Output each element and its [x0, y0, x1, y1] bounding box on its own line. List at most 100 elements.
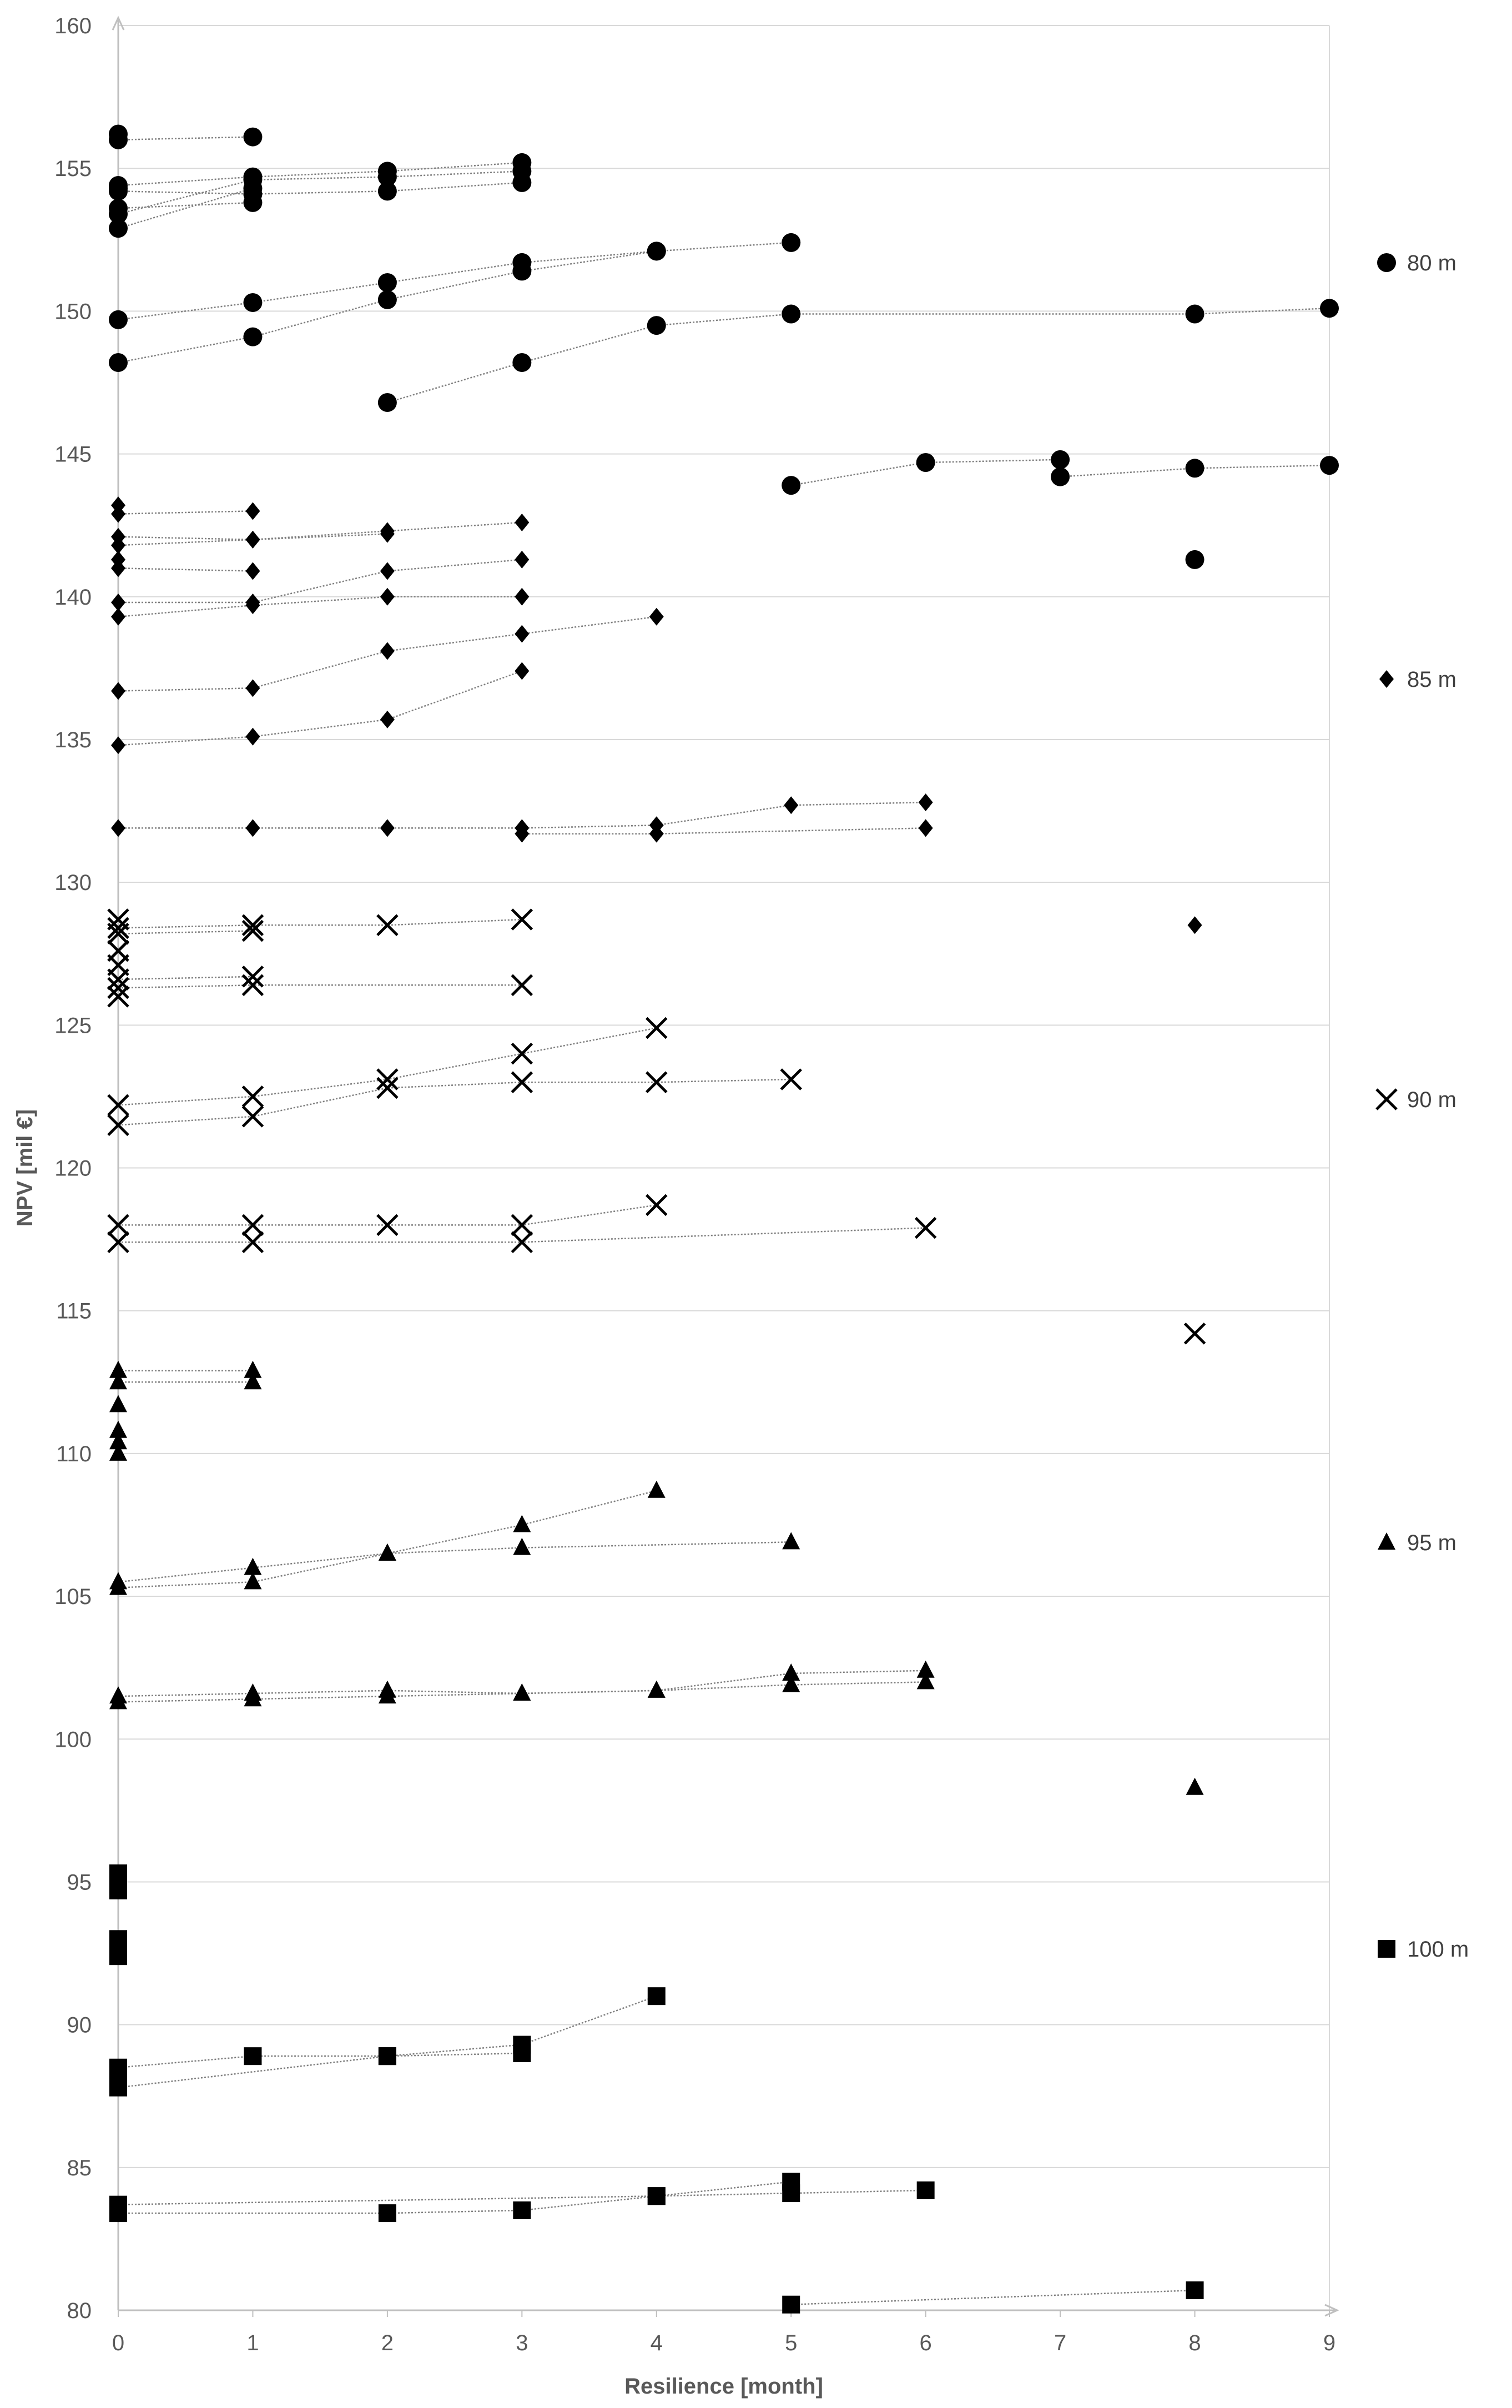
series-85m-single-point-0	[111, 496, 125, 515]
series-80m-point-5-0	[109, 199, 128, 218]
series-80m-point-7-0	[109, 353, 128, 372]
series-100m-point-3-4	[782, 2184, 800, 2203]
series-85m-point-7-1	[245, 727, 260, 746]
legend-label-100m: 100 m	[1407, 1937, 1469, 1962]
y-axis-title: NPV [mil €]	[13, 1109, 37, 1226]
x-tick-label-0: 0	[112, 2331, 124, 2355]
y-tick-label-150: 150	[54, 299, 92, 324]
legend: 80 m 85 m 90 m 95 m 100 m	[1375, 251, 1469, 1962]
series-85m-point-4-0	[111, 594, 125, 612]
series-80m-line-5	[118, 202, 253, 209]
series-80m-point-2-2	[377, 167, 397, 187]
series-85m-point-7-2	[380, 710, 395, 728]
y-tick-label-90: 90	[67, 2013, 92, 2038]
series-80m-point-5-1	[243, 193, 263, 212]
legend-label-80m: 80 m	[1407, 251, 1456, 275]
series-100m-line-4	[791, 2289, 1195, 2305]
series-90m-line-6	[118, 1204, 657, 1226]
series-95m-line-2	[118, 1490, 657, 1583]
series-85m-point-5-1	[245, 596, 260, 615]
series-90m-point-5-4	[646, 1071, 668, 1093]
series-90m-line-0	[118, 918, 522, 929]
x-axis-title: Resilience [month]	[624, 2374, 823, 2399]
series-95m-point-2-4	[647, 1480, 666, 1498]
x-tick-label-8: 8	[1188, 2331, 1201, 2355]
series-85m-point-2-2	[380, 522, 395, 540]
series-100m-line-3	[118, 2189, 926, 2214]
series-90m-line-2	[118, 976, 253, 981]
series-80m-point-8-1	[512, 353, 532, 372]
series-80m-point-3-0	[109, 219, 128, 238]
legend-marker-95m	[1378, 1532, 1395, 1550]
axes	[112, 16, 1339, 2317]
series-85m-point-8-2	[380, 819, 395, 837]
x-tick-label-1: 1	[246, 2331, 259, 2355]
legend-label-90m: 90 m	[1407, 1088, 1456, 1112]
series-100m-point-4-1	[1186, 2281, 1204, 2299]
series-80m-line-0	[118, 136, 253, 141]
series-95m-point-1-1	[244, 1372, 262, 1390]
y-tick-label-105: 105	[54, 1585, 92, 1609]
y-tick-label-130: 130	[54, 871, 92, 895]
series-100m-point-3-3	[647, 2187, 666, 2205]
series-95m-line-3	[118, 1541, 792, 1588]
series-90m-point-6-1	[241, 1214, 264, 1236]
legend-entry-100m: 100 m	[1378, 1937, 1469, 1962]
series-95m-point-5-4	[647, 1680, 666, 1698]
series-85m-point-8-5	[784, 796, 799, 815]
series-80m-point-6-0	[109, 310, 128, 329]
series-80m-point-4-3	[512, 173, 532, 192]
x-tick-label-5: 5	[785, 2331, 797, 2355]
series-80m-single-point-2	[1185, 550, 1204, 569]
series-100m-point-1-1	[378, 2047, 396, 2065]
series-80m-line-8	[387, 307, 1330, 404]
series-80m-line-4	[118, 182, 522, 195]
y-tick-label-85: 85	[67, 2156, 92, 2180]
series-100m-single-point-3	[109, 1947, 127, 1965]
series-90m-point-3-1	[241, 974, 264, 997]
series-85m-line-9	[522, 827, 926, 834]
series-90m-point-6-4	[646, 1194, 668, 1216]
series-90m-point-0-0	[107, 917, 129, 939]
series-95m-point-3-3	[513, 1537, 531, 1555]
series-85m-point-2-1	[245, 530, 260, 549]
x-tick-label-6: 6	[920, 2331, 932, 2355]
series-100m-point-3-0	[109, 2204, 127, 2223]
series-100m-single-point-0	[109, 1864, 127, 1883]
series-80m-point-0-1	[243, 127, 263, 147]
series-80m-line-2	[118, 170, 522, 215]
y-tick-label-120: 120	[54, 1157, 92, 1181]
series-95m-point-5-1	[244, 1689, 262, 1707]
series-100m-point-1-2	[513, 2035, 531, 2054]
series-95m-point-0-1	[244, 1360, 262, 1378]
series-85m-point-8-0	[111, 819, 125, 837]
series-95m-point-3-1	[244, 1572, 262, 1590]
series-100m-point-3-5	[916, 2181, 935, 2199]
series-90m-point-6-3	[511, 1214, 533, 1236]
series-90m-point-4-1	[241, 1085, 264, 1108]
series-80m-point-8-5	[1320, 299, 1339, 318]
series-85m-line-7	[118, 670, 522, 746]
series-90m-point-6-2	[376, 1214, 399, 1236]
series-80m-point-7-3	[512, 262, 532, 281]
y-tick-label-95: 95	[67, 1870, 92, 1894]
series-85m-line-0	[118, 510, 253, 515]
x-tick-label-9: 9	[1323, 2331, 1335, 2355]
series-80m-point-9-0	[782, 476, 801, 495]
series-95m-point-1-0	[109, 1372, 127, 1390]
series-90m-point-7-0	[107, 1231, 129, 1254]
tick-labels: 8085909510010511011512012513013514014515…	[54, 14, 1335, 2355]
series-90m-point-1-1	[241, 919, 264, 942]
legend-marker-80m	[1377, 253, 1396, 272]
series-90m-point-0-1	[241, 914, 264, 937]
series-100m-point-1-3	[647, 1987, 666, 2005]
series-95m-point-2-1	[244, 1557, 262, 1575]
series-85m-point-7-3	[515, 662, 530, 680]
series-85m-line-2	[118, 521, 522, 546]
series-80m-point-9-1	[916, 453, 935, 472]
series-85m-point-3-1	[245, 562, 260, 580]
series-85m-line-3	[118, 567, 253, 572]
series-95m-point-5-2	[378, 1686, 396, 1704]
series-100m-line-0	[118, 2052, 522, 2069]
